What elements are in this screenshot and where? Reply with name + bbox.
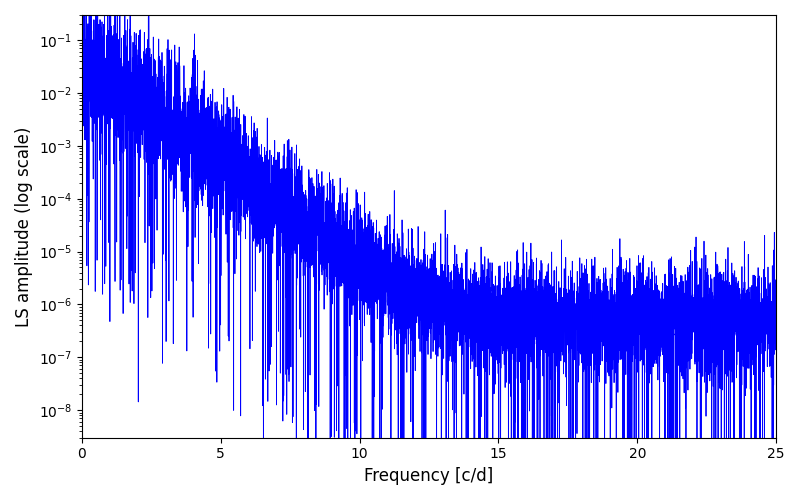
Y-axis label: LS amplitude (log scale): LS amplitude (log scale) [15,126,33,326]
X-axis label: Frequency [c/d]: Frequency [c/d] [364,467,494,485]
